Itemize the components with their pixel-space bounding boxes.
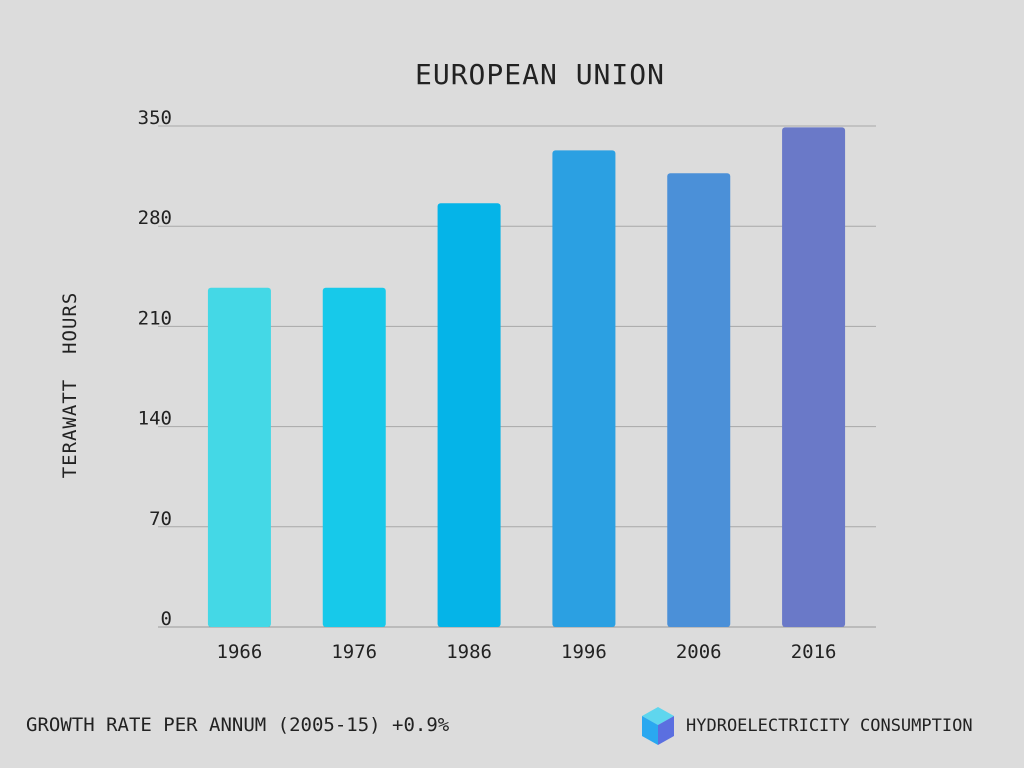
bars: [207, 127, 846, 628]
growth-rate-text: GROWTH RATE PER ANNUM (2005-15) +0.9%: [26, 714, 450, 736]
x-tick-label: 2006: [676, 641, 722, 663]
y-tick-label: 0: [161, 608, 172, 630]
bar: [437, 203, 501, 627]
bar-chart: 0 70 140 210 280 350 1966 1976 1986 1996 2006 2016: [138, 107, 876, 663]
y-tick-label: 70: [149, 508, 172, 530]
bar: [552, 150, 616, 627]
x-tick-label: 2016: [791, 641, 837, 663]
x-tick-label: 1986: [446, 641, 492, 663]
x-tick-labels: 1966 1976 1986 1996 2006 2016: [217, 641, 837, 663]
x-tick-label: 1966: [217, 641, 263, 663]
chart-title: EUROPEAN UNION: [414, 58, 665, 91]
legend: HYDROELECTRICITY CONSUMPTION: [640, 705, 973, 747]
bar: [322, 287, 386, 627]
bar: [782, 127, 846, 627]
bar: [207, 287, 271, 627]
x-tick-label: 1996: [561, 641, 607, 663]
y-tick-label: 350: [138, 107, 172, 129]
y-tick-label: 140: [138, 408, 172, 430]
x-tick-label: 1976: [331, 641, 377, 663]
y-tick-labels: 0 70 140 210 280 350: [138, 107, 172, 630]
y-tick-label: 280: [138, 207, 172, 229]
y-tick-label: 210: [138, 307, 172, 329]
cube-icon: [642, 707, 674, 745]
bar: [667, 173, 731, 628]
legend-label: HYDROELECTRICITY CONSUMPTION: [686, 716, 973, 736]
grid-lines: [158, 125, 876, 628]
